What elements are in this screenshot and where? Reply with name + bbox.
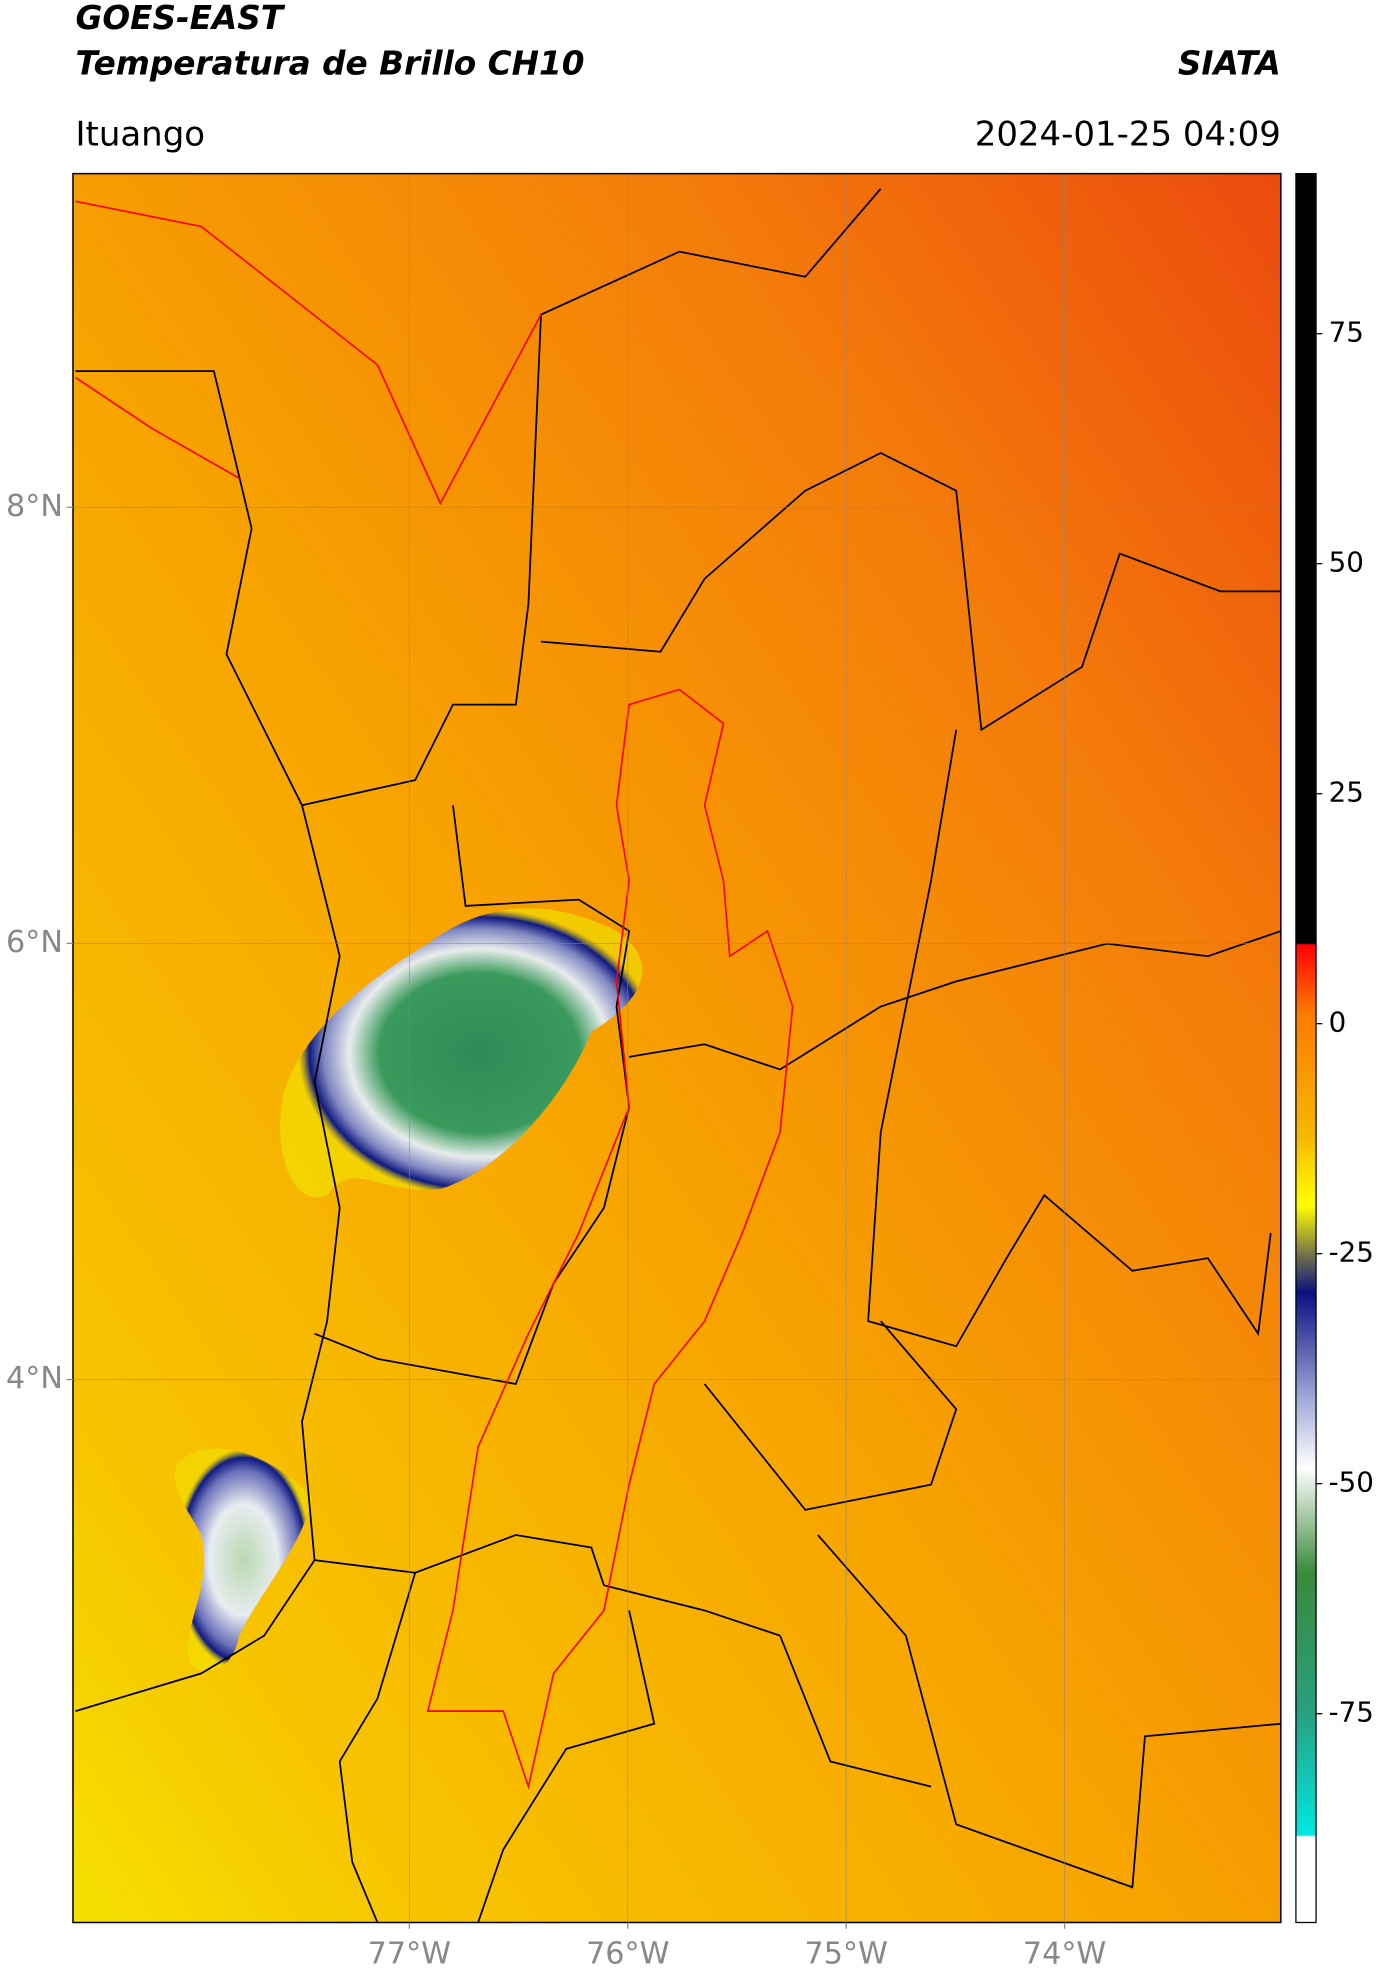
colorbar-tick-label: 0	[1329, 1006, 1347, 1039]
colorbar-tick-label: -75	[1329, 1696, 1374, 1729]
organization: SIATA	[1178, 44, 1281, 82]
title: GOES-EAST	[75, 0, 285, 37]
y-tick-label: 8°N	[6, 489, 63, 524]
x-tick-label: 76°W	[586, 1937, 669, 1972]
map	[72, 173, 1281, 1923]
y-tick-label: 4°N	[6, 1361, 63, 1396]
colorbar-tick-label: 25	[1329, 776, 1364, 809]
x-tick-label: 74°W	[1023, 1937, 1106, 1972]
region-boundary	[75, 200, 794, 1790]
colorbar-tick-label: -50	[1329, 1466, 1374, 1499]
x-tick-label: 75°W	[804, 1937, 887, 1972]
datetime: 2024-01-25 04:09	[975, 114, 1281, 154]
map-frame	[72, 172, 1282, 1924]
location: Ituango	[75, 114, 205, 154]
cloud	[174, 1448, 313, 1672]
colorbar-tick-label: -25	[1329, 1236, 1374, 1269]
borders	[75, 188, 1281, 1923]
subtitle: Temperatura de Brillo CH10	[75, 44, 584, 82]
colorbar	[1295, 172, 1317, 1924]
colorbar-tick-label: 75	[1329, 316, 1364, 349]
y-tick-label: 6°N	[6, 925, 63, 960]
x-tick-label: 77°W	[368, 1937, 451, 1972]
colorbar-tick-label: 50	[1329, 546, 1364, 579]
cloud	[280, 908, 643, 1198]
